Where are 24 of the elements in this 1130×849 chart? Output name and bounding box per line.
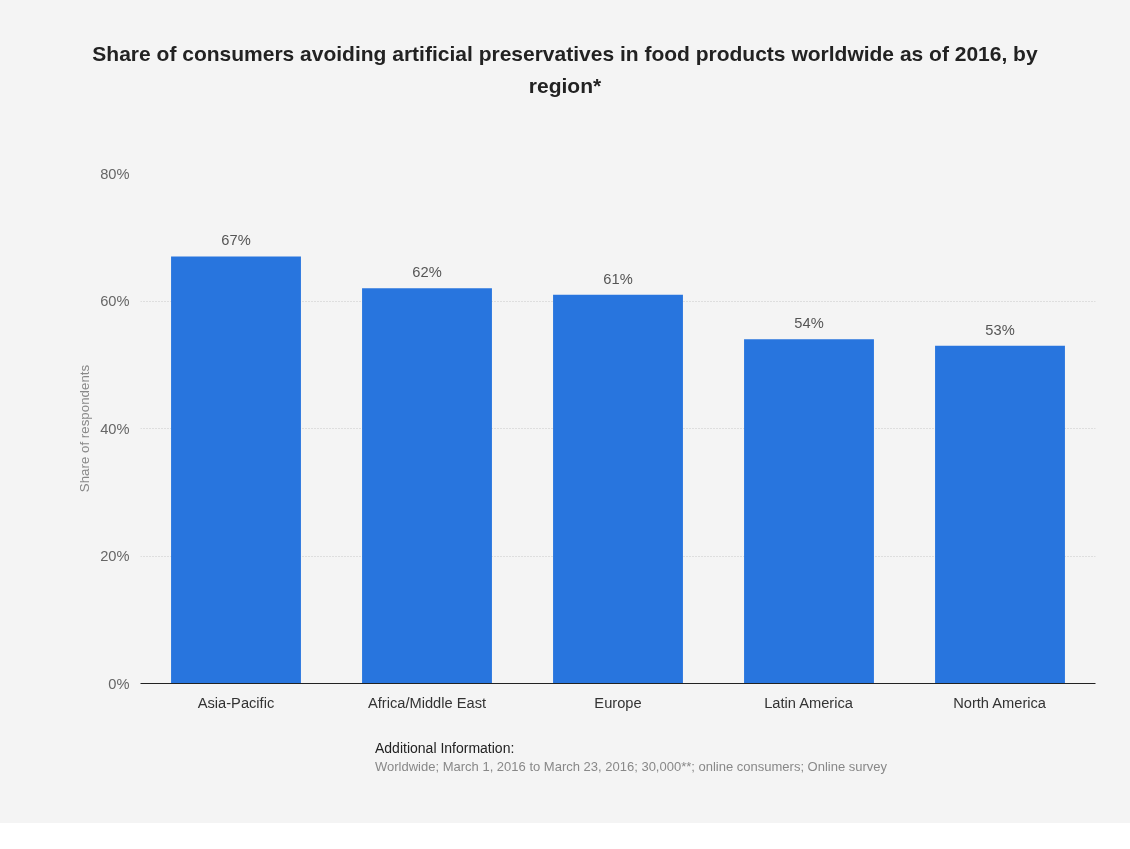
- bar: [362, 288, 492, 684]
- y-tick-label: 80%: [100, 165, 130, 182]
- x-tick-label: Asia-Pacific: [197, 694, 275, 711]
- x-tick-label: Africa/Middle East: [367, 694, 487, 711]
- data-label: 54%: [794, 315, 824, 332]
- x-tick-label: North America: [953, 694, 1047, 711]
- y-tick-label: 0%: [108, 675, 130, 692]
- x-tick-label: Latin America: [764, 694, 854, 711]
- data-label: 67%: [221, 232, 251, 249]
- data-label: 62%: [412, 264, 442, 281]
- chart-title: Share of consumers avoiding artificial preservatives in food products worldwide as of 2016, by region*: [91, 41, 1039, 99]
- bar: [553, 294, 683, 684]
- y-tick-label: 40%: [100, 420, 130, 437]
- text: Additional Information:: [375, 739, 516, 758]
- text: Worldwide; March 1, 2016 to March 23, 2016; 30,000**; online consumers; Online survey: [375, 758, 888, 776]
- bar: [744, 339, 874, 684]
- bar: [935, 345, 1065, 684]
- y-tick-label: 60%: [100, 293, 130, 309]
- y-axis-title: Share of respondents: [77, 364, 93, 493]
- y-tick-label: 20%: [100, 548, 130, 564]
- x-tick-label: Europe: [594, 694, 642, 711]
- data-label: 53%: [985, 321, 1015, 338]
- bar: [171, 256, 301, 684]
- data-label: 61%: [603, 270, 633, 287]
